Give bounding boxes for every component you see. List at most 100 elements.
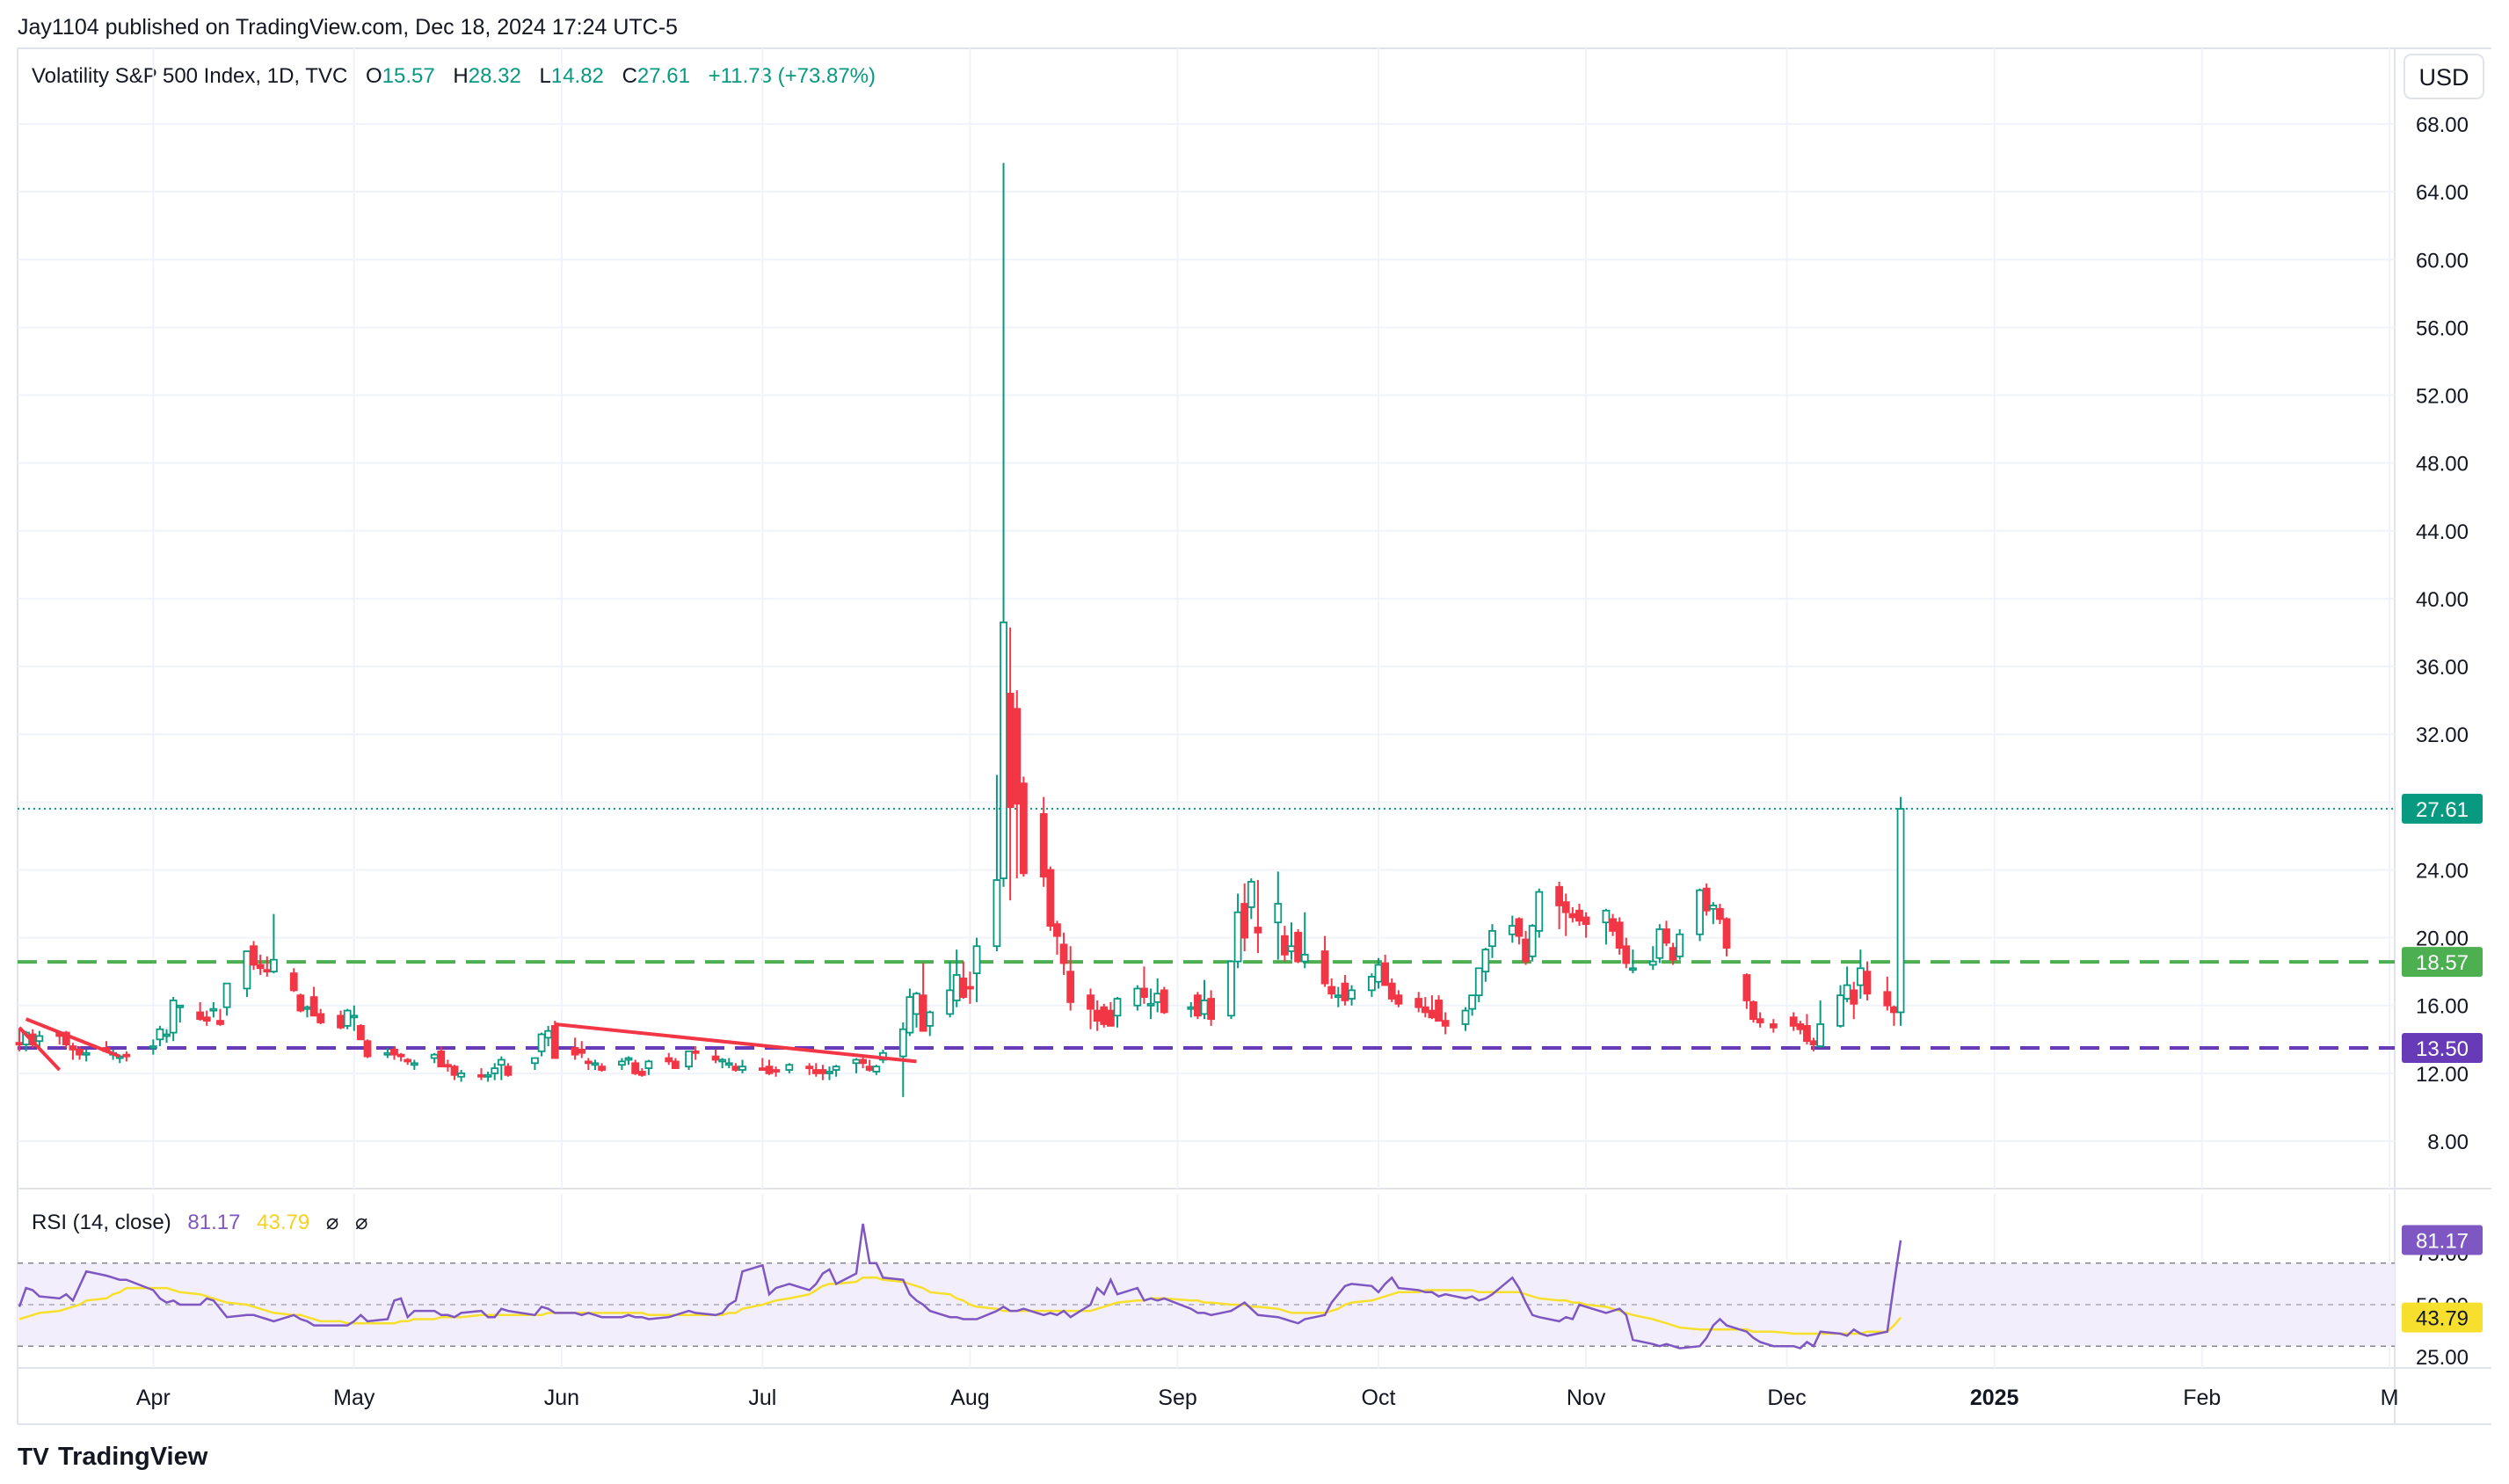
- candle-body-up: [1535, 891, 1544, 932]
- candle: [1856, 949, 1865, 1000]
- candle-body-up: [1528, 925, 1537, 957]
- candle-body-down: [1240, 903, 1249, 939]
- candle-body-down: [309, 996, 318, 1017]
- candle: [404, 1058, 412, 1066]
- candle: [1769, 1019, 1778, 1033]
- candle-body-down: [1515, 918, 1524, 937]
- candle-body-up: [243, 950, 251, 990]
- candle-body-down: [1394, 994, 1403, 1005]
- candle-body-down: [1555, 885, 1564, 906]
- candle-body-down: [1742, 974, 1751, 1001]
- candle-body-up: [1300, 953, 1309, 963]
- open-label: O: [366, 64, 382, 88]
- axes[interactable]: 68.00 64.00 60.00 56.00 52.00 48.00 44.00 40.00…: [136, 113, 2469, 1410]
- candle-body-down: [404, 1058, 412, 1063]
- candle-body-up: [952, 974, 961, 1001]
- candle-body-down: [1702, 887, 1711, 912]
- candle: [691, 1046, 700, 1060]
- candle: [758, 1058, 767, 1071]
- symbol-title: Volatility S&P 500 Index, 1D, TVC: [32, 64, 347, 88]
- candle-body-down: [1568, 913, 1577, 919]
- candle: [1087, 988, 1095, 1029]
- candle-body-down: [1850, 989, 1858, 1005]
- candle: [1059, 932, 1068, 976]
- candle: [1441, 1012, 1450, 1035]
- price-tick-label: 64.00: [2416, 181, 2469, 205]
- candle: [1749, 1000, 1757, 1023]
- rsi-ma-tag-text: 43.79: [2416, 1307, 2469, 1331]
- candle: [169, 997, 178, 1042]
- price-tick-label: 44.00: [2416, 520, 2469, 544]
- candle-body-down: [15, 1042, 24, 1046]
- candle: [390, 1046, 398, 1060]
- candle: [1609, 913, 1617, 936]
- candle-body-up: [491, 1067, 499, 1074]
- last-price-tag: 27.61: [2402, 793, 2483, 824]
- candle: [952, 949, 961, 1008]
- candle: [644, 1059, 653, 1075]
- candle: [309, 986, 318, 1017]
- candle-body-down: [69, 1045, 77, 1051]
- candle: [1602, 908, 1611, 945]
- candle: [1474, 967, 1483, 1002]
- candle: [1160, 986, 1168, 1015]
- candle-body-up: [1247, 881, 1255, 908]
- candle-body-down: [357, 1024, 365, 1041]
- candles[interactable]: [15, 163, 1905, 1097]
- candle: [357, 1023, 365, 1041]
- candle-body-down: [1669, 947, 1677, 961]
- candle: [69, 1043, 77, 1060]
- candle-body-up: [1709, 905, 1718, 910]
- candle: [1515, 917, 1524, 945]
- candle-body-down: [1087, 994, 1095, 1010]
- currency-label: USD: [2418, 64, 2469, 91]
- candle-body-down: [1756, 1018, 1764, 1023]
- candle-body-up: [497, 1058, 505, 1066]
- trendline: [555, 1022, 917, 1064]
- candle-body-down: [1320, 950, 1329, 985]
- rsi-band-fill: [18, 1262, 2395, 1347]
- candle-body-up: [1696, 889, 1704, 935]
- candle-body-down: [571, 1047, 579, 1056]
- candle: [1629, 949, 1637, 974]
- candle: [1561, 893, 1570, 936]
- currency-button[interactable]: USD: [2404, 54, 2484, 99]
- candle-body-down: [477, 1073, 485, 1078]
- close-value: 27.61: [637, 64, 690, 88]
- candle: [216, 1008, 224, 1026]
- candle: [1568, 906, 1577, 923]
- rsi-value-tag: 81.17: [2402, 1225, 2483, 1255]
- grid: [17, 47, 2491, 1425]
- candle: [865, 1059, 874, 1072]
- candle-body-down: [1254, 927, 1262, 934]
- candle-body-down: [1582, 916, 1590, 926]
- last-price-tag-bg: [2402, 793, 2483, 824]
- candle-body-up: [946, 989, 954, 1015]
- rsi-tick-label: 25.00: [2416, 1346, 2469, 1370]
- candle-body-up: [1374, 964, 1383, 983]
- candle-body-down: [1327, 986, 1336, 995]
- price-tick-label: 20.00: [2416, 928, 2469, 951]
- candle-body-down: [1749, 1000, 1757, 1021]
- candle-body-down: [444, 1064, 452, 1068]
- candle: [1850, 981, 1858, 1020]
- candle: [598, 1063, 606, 1072]
- candle: [1796, 1021, 1805, 1035]
- candle-body-down: [1883, 991, 1892, 1007]
- candle-body-up: [1227, 960, 1235, 1017]
- candle-body-down: [1140, 987, 1148, 998]
- candle-body-up: [156, 1028, 164, 1041]
- price-tick-label: 40.00: [2416, 588, 2469, 612]
- candle-body-up: [544, 1029, 553, 1039]
- close-label: C: [622, 64, 637, 88]
- tradingview-logo[interactable]: TV TradingView: [18, 1443, 208, 1471]
- candle: [926, 1010, 935, 1037]
- candle-body-down: [811, 1069, 820, 1074]
- candle: [1843, 966, 1851, 1002]
- candle: [1381, 954, 1390, 986]
- candle: [1816, 1000, 1825, 1048]
- candle-body-down: [631, 1062, 640, 1074]
- candle-body-down: [1722, 918, 1731, 949]
- candle: [811, 1063, 820, 1077]
